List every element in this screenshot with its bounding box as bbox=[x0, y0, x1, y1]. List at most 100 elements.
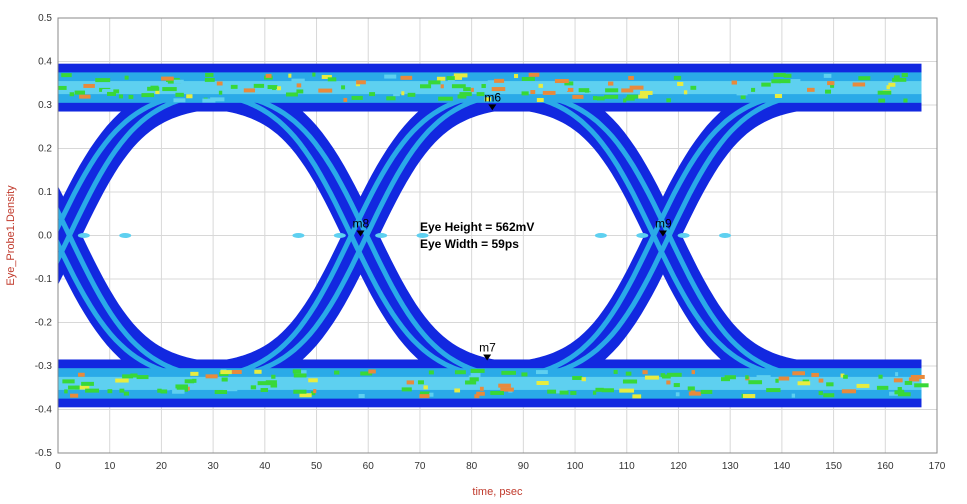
density-speckle bbox=[192, 378, 197, 383]
x-tick-label: 50 bbox=[311, 461, 323, 472]
density-speckle bbox=[720, 377, 730, 382]
density-speckle bbox=[205, 374, 218, 379]
marker-label: m7 bbox=[479, 340, 496, 354]
density-speckle bbox=[214, 389, 228, 394]
density-speckle bbox=[693, 381, 709, 386]
density-speckle bbox=[673, 75, 682, 80]
density-speckle bbox=[687, 386, 695, 391]
density-speckle bbox=[491, 87, 506, 92]
density-speckle bbox=[830, 83, 835, 88]
density-speckle bbox=[660, 373, 665, 378]
density-speckle bbox=[119, 388, 125, 393]
density-speckle bbox=[459, 92, 472, 97]
density-speckle bbox=[292, 369, 302, 374]
density-speckle bbox=[69, 92, 75, 97]
density-speckle bbox=[593, 96, 598, 101]
density-speckle bbox=[673, 383, 680, 388]
density-speckle bbox=[904, 380, 913, 385]
density-speckle bbox=[172, 389, 185, 394]
density-speckle bbox=[724, 375, 736, 380]
x-tick-label: 40 bbox=[259, 461, 271, 472]
density-speckle bbox=[790, 79, 801, 84]
density-speckle bbox=[291, 78, 305, 83]
eye-density-plot bbox=[58, 63, 929, 408]
x-tick-label: 20 bbox=[156, 461, 168, 472]
crossing-spot bbox=[375, 233, 388, 238]
density-speckle bbox=[122, 374, 134, 379]
density-speckle bbox=[876, 385, 889, 390]
density-speckle bbox=[731, 80, 738, 85]
density-speckle bbox=[470, 373, 481, 378]
density-speckle bbox=[470, 87, 474, 92]
density-speckle bbox=[667, 372, 682, 377]
density-speckle bbox=[295, 370, 307, 375]
y-axis-label: Eye_Probe1.Density bbox=[5, 185, 17, 286]
density-speckle bbox=[827, 81, 835, 86]
crossing-spot bbox=[119, 233, 132, 238]
density-speckle bbox=[308, 378, 318, 383]
y-tick-label: -0.5 bbox=[35, 448, 53, 459]
density-speckle bbox=[155, 90, 160, 95]
density-speckle bbox=[818, 378, 824, 383]
density-speckle bbox=[107, 389, 113, 394]
eye-annotation: Eye Height = 562mV bbox=[420, 220, 534, 234]
density-speckle bbox=[613, 369, 618, 374]
x-tick-label: 110 bbox=[619, 461, 635, 472]
density-speckle bbox=[83, 83, 95, 88]
density-speckle bbox=[595, 387, 604, 392]
density-speckle bbox=[886, 85, 890, 90]
marker-label: m8 bbox=[352, 217, 369, 231]
density-speckle bbox=[118, 94, 124, 99]
density-speckle bbox=[428, 80, 441, 85]
density-speckle bbox=[596, 96, 605, 101]
density-speckle bbox=[691, 370, 695, 375]
marker-m9 bbox=[658, 230, 667, 237]
marker-label: m6 bbox=[484, 90, 501, 104]
density-speckle bbox=[841, 389, 857, 394]
density-speckle bbox=[386, 96, 396, 101]
density-speckle bbox=[254, 369, 262, 374]
density-speckle bbox=[423, 385, 428, 390]
density-speckle bbox=[420, 84, 432, 89]
density-speckle bbox=[124, 75, 129, 80]
density-speckle bbox=[162, 87, 177, 92]
density-speckle bbox=[584, 88, 589, 93]
density-speckle bbox=[563, 87, 568, 92]
density-speckle bbox=[318, 88, 333, 93]
crossing-spot bbox=[292, 233, 305, 238]
density-speckle bbox=[528, 72, 540, 77]
density-speckle bbox=[243, 88, 256, 93]
density-speckle bbox=[775, 378, 779, 383]
density-speckle bbox=[95, 78, 111, 83]
density-speckle bbox=[566, 87, 574, 92]
density-speckle bbox=[644, 375, 659, 380]
density-speckle bbox=[662, 374, 671, 379]
density-speckle bbox=[500, 387, 514, 392]
x-tick-label: 130 bbox=[722, 461, 739, 472]
density-speckle bbox=[625, 371, 632, 376]
density-speckle bbox=[147, 86, 160, 91]
density-speckle bbox=[740, 95, 746, 100]
density-speckle bbox=[778, 376, 790, 381]
density-speckle bbox=[675, 392, 680, 397]
crossing-spot bbox=[77, 233, 90, 238]
y-tick-label: 0.5 bbox=[38, 13, 52, 24]
density-speckle bbox=[265, 73, 272, 78]
density-speckle bbox=[521, 372, 528, 377]
density-speckle bbox=[186, 94, 193, 99]
density-speckle bbox=[494, 78, 505, 83]
density-speckle bbox=[293, 373, 307, 378]
density-speckle bbox=[797, 381, 811, 386]
density-speckle bbox=[250, 385, 257, 390]
density-speckle bbox=[469, 377, 479, 382]
density-speckle bbox=[356, 80, 366, 85]
density-speckle bbox=[457, 94, 467, 99]
density-speckle bbox=[774, 93, 783, 98]
density-speckle bbox=[216, 81, 223, 86]
density-speckle bbox=[638, 94, 648, 99]
density-speckle bbox=[628, 75, 634, 80]
density-speckle bbox=[564, 81, 574, 86]
density-speckle bbox=[858, 76, 871, 81]
density-speckle bbox=[823, 393, 835, 398]
